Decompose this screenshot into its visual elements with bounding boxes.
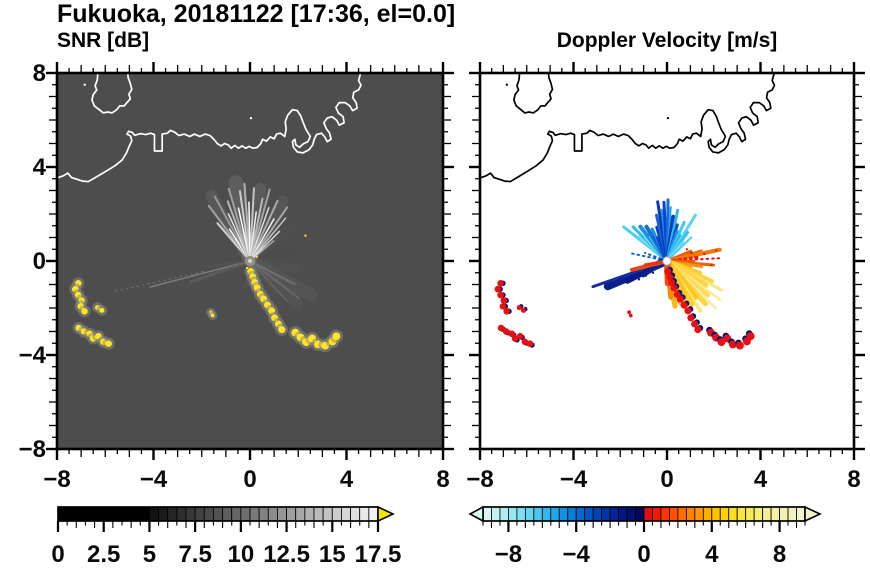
svg-text:−4: −4 [19, 342, 47, 369]
snr-panel-title: SNR [dB] [57, 29, 150, 52]
svg-text:12.5: 12.5 [263, 541, 310, 568]
svg-text:0: 0 [33, 248, 46, 275]
svg-text:7.5: 7.5 [178, 541, 211, 568]
svg-text:8: 8 [773, 541, 786, 568]
snr-panel-plot [57, 73, 443, 449]
axes-layer: −8 −4 0 4 8 8 4 0 −4 −8 −8 −4 0 4 8 [19, 60, 865, 493]
svg-text:4: 4 [33, 154, 47, 181]
svg-text:−4: −4 [140, 466, 168, 493]
svg-text:0: 0 [660, 466, 673, 493]
svg-text:−8: −8 [43, 466, 70, 493]
svg-text:8: 8 [33, 60, 46, 87]
svg-text:−8: −8 [495, 541, 522, 568]
svg-text:−4: −4 [563, 541, 591, 568]
svg-text:0: 0 [243, 466, 256, 493]
svg-text:5: 5 [143, 541, 156, 568]
svg-text:8: 8 [436, 466, 449, 493]
svg-text:15: 15 [319, 541, 346, 568]
colorbar-layer: 0 2.5 5 7.5 10 12.5 15 17.5 −8 −4 0 4 8 [51, 505, 822, 568]
svg-text:2.5: 2.5 [87, 541, 120, 568]
svg-text:−8: −8 [19, 436, 46, 463]
svg-text:0: 0 [51, 541, 64, 568]
svg-text:−4: −4 [560, 466, 588, 493]
svg-text:10: 10 [228, 541, 255, 568]
svg-text:8: 8 [847, 466, 860, 493]
svg-text:17.5: 17.5 [355, 541, 402, 568]
svg-text:0: 0 [637, 541, 650, 568]
svg-text:4: 4 [754, 466, 768, 493]
doppler-panel-plot [480, 73, 854, 449]
svg-text:−8: −8 [466, 466, 493, 493]
svg-text:4: 4 [340, 466, 354, 493]
doppler-panel-title: Doppler Velocity [m/s] [556, 29, 778, 52]
figure-title: Fukuoka, 20181122 [17:36, el=0.0] [57, 0, 456, 28]
svg-text:4: 4 [705, 541, 719, 568]
